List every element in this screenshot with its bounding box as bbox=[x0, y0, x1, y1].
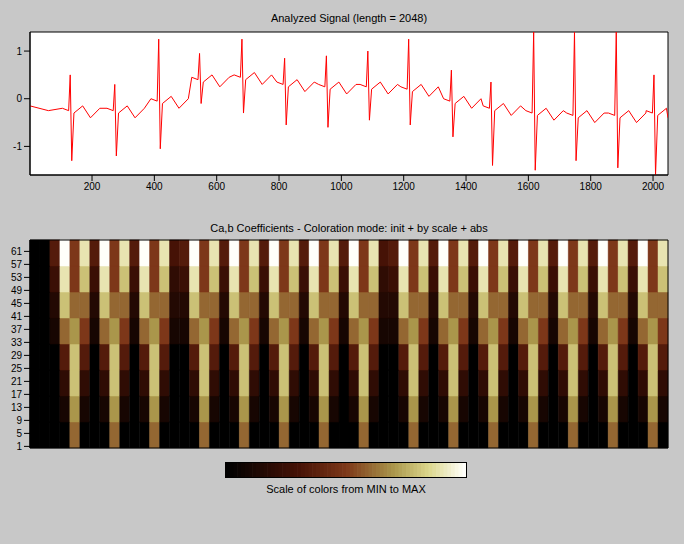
svg-text:37: 37 bbox=[11, 324, 23, 335]
svg-text:41: 41 bbox=[11, 311, 23, 322]
svg-text:400: 400 bbox=[146, 181, 163, 192]
svg-text:1800: 1800 bbox=[580, 181, 603, 192]
svg-text:-1: -1 bbox=[13, 141, 22, 152]
svg-text:5: 5 bbox=[16, 428, 22, 439]
svg-text:45: 45 bbox=[11, 298, 23, 309]
svg-text:49: 49 bbox=[11, 285, 23, 296]
svg-text:21: 21 bbox=[11, 376, 23, 387]
html-text:Analyzed Signal (length = 2048: Analyzed Signal (length = 2048) bbox=[270, 12, 428, 24]
svg-text:57: 57 bbox=[11, 259, 23, 270]
svg-text:13: 13 bbox=[11, 402, 23, 413]
svg-text:53: 53 bbox=[11, 272, 23, 283]
svg-text:61: 61 bbox=[11, 246, 23, 257]
svg-text:33: 33 bbox=[11, 337, 23, 348]
svg-text:29: 29 bbox=[11, 350, 23, 361]
svg-text:200: 200 bbox=[84, 181, 101, 192]
html-text:Ca,b Coefficients - Coloration: Ca,b Coefficients - Coloration mode: ini… bbox=[210, 222, 488, 234]
svg-text:0: 0 bbox=[16, 93, 22, 104]
svg-text:1: 1 bbox=[16, 46, 22, 57]
svg-text:1400: 1400 bbox=[455, 181, 478, 192]
svg-text:25: 25 bbox=[11, 363, 23, 374]
svg-text:800: 800 bbox=[271, 181, 288, 192]
svg-text:9: 9 bbox=[16, 415, 22, 426]
svg-text:2000: 2000 bbox=[642, 181, 665, 192]
svg-text:600: 600 bbox=[208, 181, 225, 192]
html-text:Scale of colors from MIN to MA: Scale of colors from MIN to MAX bbox=[266, 483, 426, 495]
svg-text:1200: 1200 bbox=[393, 181, 416, 192]
svg-text:1000: 1000 bbox=[330, 181, 353, 192]
svg-text:17: 17 bbox=[11, 389, 23, 400]
svg-text:1: 1 bbox=[16, 441, 22, 452]
svg-text:1600: 1600 bbox=[517, 181, 540, 192]
